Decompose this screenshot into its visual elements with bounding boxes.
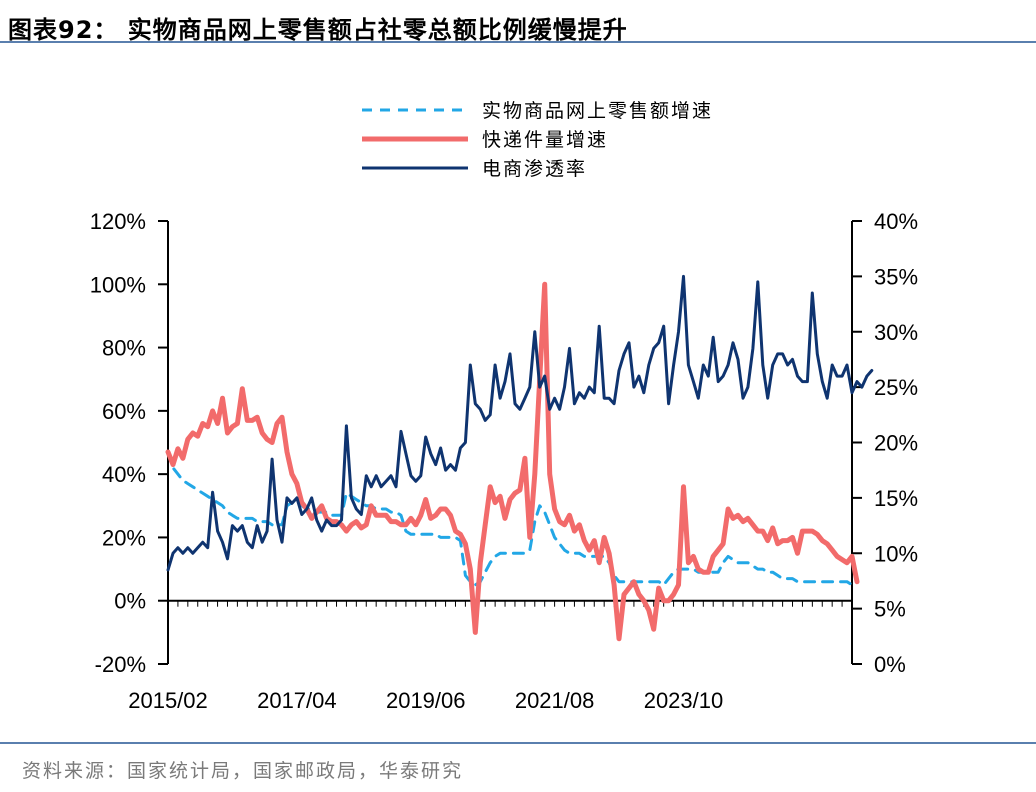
right-tick-label: 30% xyxy=(874,320,918,345)
right-tick-label: 10% xyxy=(874,541,918,566)
x-tick-label: 2015/02 xyxy=(128,688,208,713)
x-tick-label: 2017/04 xyxy=(257,688,337,713)
left-tick-label: -20% xyxy=(95,652,146,677)
left-tick-label: 40% xyxy=(102,462,146,487)
source-note: 资料来源：国家统计局，国家邮政局，华泰研究 xyxy=(22,760,464,782)
x-tick-label: 2021/08 xyxy=(515,688,595,713)
right-tick-label: 15% xyxy=(874,486,918,511)
axes: -20% 0% 20% 40% 60% 80% 100% 120% 0% 5% 10% 15% 20% 2… xyxy=(90,209,918,713)
x-tick-label: 2019/06 xyxy=(386,688,466,713)
title-divider xyxy=(0,41,1036,43)
right-tick-label: 20% xyxy=(874,431,918,456)
x-tick-label: 2023/10 xyxy=(644,688,724,713)
legend-label: 实物商品网上零售额增速 xyxy=(482,100,713,122)
left-tick-label: 20% xyxy=(102,525,146,550)
left-tick-label: 0% xyxy=(114,589,146,614)
chart-title: 图表92： 实物商品网上零售额占社零总额比例缓慢提升 xyxy=(8,16,628,44)
left-tick-label: 100% xyxy=(90,272,146,297)
left-tick-label: 60% xyxy=(102,399,146,424)
left-tick-label: 120% xyxy=(90,209,146,234)
right-tick-label: 5% xyxy=(874,597,906,622)
left-tick-label: 80% xyxy=(102,336,146,361)
ecommerce-penetration-line xyxy=(166,274,874,572)
right-tick-label: 40% xyxy=(874,209,918,234)
legend-label: 电商渗透率 xyxy=(482,158,587,180)
right-tick-label: 25% xyxy=(874,375,918,400)
source-divider xyxy=(0,742,1036,744)
express-volume-growth-line xyxy=(165,281,860,642)
legend-label: 快递件量增速 xyxy=(482,129,608,151)
series-layer xyxy=(165,274,874,642)
right-tick-label: 35% xyxy=(874,264,918,289)
right-tick-label: 0% xyxy=(874,652,906,677)
online-retail-growth-line xyxy=(166,450,854,587)
